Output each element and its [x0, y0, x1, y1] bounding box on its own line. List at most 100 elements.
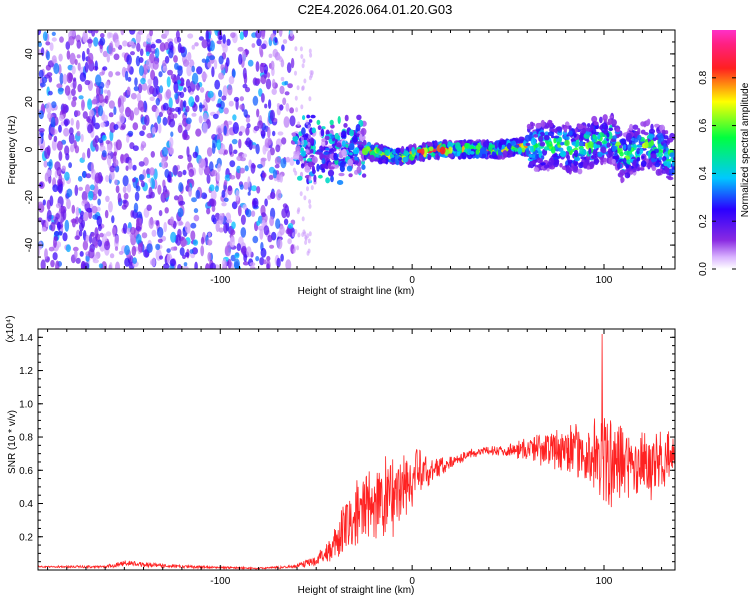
heatmap-cell — [173, 81, 179, 94]
heatmap-cell — [313, 174, 317, 183]
heatmap-cell — [191, 65, 195, 73]
snr-y-tick-label: 0.2 — [19, 532, 33, 543]
heatmap-cell — [180, 99, 184, 112]
heatmap-cell — [142, 124, 147, 131]
heatmap-cell — [129, 110, 135, 121]
heatmap-cell — [661, 129, 666, 134]
heatmap-cell — [652, 137, 657, 142]
heatmap-cell — [136, 42, 141, 53]
heatmap-cell — [411, 146, 416, 155]
heatmap-cell — [141, 140, 145, 146]
heatmap-cell — [208, 55, 216, 61]
heatmap-cell — [209, 184, 215, 192]
heatmap-cell — [482, 141, 490, 148]
heatmap-cell — [227, 84, 233, 96]
heatmap-cell — [86, 38, 93, 44]
heatmap-cell — [212, 217, 217, 225]
heatmap-cell — [269, 147, 275, 156]
heatmap-cell — [292, 167, 296, 173]
heatmap-cell — [268, 99, 272, 109]
heatmap-cell — [355, 124, 361, 132]
snr-x-tick-label: -100 — [210, 576, 230, 587]
heatmap-cell — [269, 109, 275, 122]
heatmap-cell — [601, 140, 608, 145]
heatmap-cell — [266, 263, 270, 269]
heatmap-cell — [94, 30, 99, 34]
heatmap-cell — [567, 159, 573, 164]
heatmap-cell — [255, 30, 262, 39]
heatmap-cell — [168, 97, 173, 109]
heatmap-cell — [274, 37, 278, 43]
heatmap-cell — [132, 164, 137, 171]
heatmap-cell — [578, 140, 585, 147]
heatmap-cell — [211, 66, 215, 78]
spectrogram-y-label: Frequency (Hz) — [7, 116, 18, 185]
heatmap-cell — [53, 237, 57, 248]
heatmap-cell — [538, 135, 544, 143]
heatmap-cell — [65, 244, 71, 253]
heatmap-cell — [669, 152, 675, 158]
heatmap-cell — [557, 144, 562, 148]
heatmap-cell — [292, 135, 299, 142]
heatmap-cell — [125, 70, 129, 81]
heatmap-cell — [402, 156, 409, 163]
heatmap-cell — [267, 234, 273, 243]
heatmap-cell — [196, 66, 203, 75]
heatmap-cell — [279, 174, 284, 183]
colorbar: 0.0 0.2 0.4 0.6 0.8 Normalized spectral ampl… — [698, 30, 750, 276]
heatmap-cell — [619, 145, 623, 149]
heatmap-cell — [232, 122, 239, 134]
heatmap-cell — [280, 59, 285, 68]
heatmap-cell — [115, 139, 122, 151]
heatmap-cell — [231, 221, 236, 230]
heatmap-cell — [94, 172, 101, 184]
heatmap-cell — [114, 179, 118, 186]
heatmap-cell — [88, 190, 94, 201]
heatmap-cell — [195, 189, 201, 199]
heatmap-cell — [82, 199, 88, 204]
heatmap-cell — [168, 41, 174, 51]
heatmap-cell — [109, 122, 116, 133]
heatmap-cell — [209, 262, 216, 269]
heatmap-cell — [182, 59, 190, 67]
heatmap-cell — [672, 166, 675, 170]
heatmap-cell — [222, 85, 228, 98]
heatmap-cell — [300, 163, 305, 169]
heatmap-cell — [292, 248, 296, 254]
heatmap-cell — [119, 112, 125, 124]
heatmap-cell — [280, 158, 287, 169]
heatmap-cell — [447, 153, 454, 158]
snr-ticks: -100 0 100 0.2 0.4 0.6 0.8 1.0 1.2 1.4 — [19, 329, 675, 587]
heatmap-cell — [66, 198, 71, 210]
heatmap-cell — [48, 76, 53, 83]
heatmap-cell — [224, 174, 231, 182]
heatmap-cell — [108, 71, 113, 78]
heatmap-cell — [260, 247, 267, 258]
heatmap-cell — [200, 245, 205, 257]
heatmap-cell — [269, 244, 275, 249]
heatmap-cell — [308, 199, 312, 205]
heatmap-cell — [255, 61, 260, 72]
heatmap-cell — [536, 158, 543, 164]
heatmap-cell — [306, 186, 309, 192]
heatmap-cell — [267, 137, 272, 146]
heatmap-cell — [106, 155, 112, 166]
heatmap-cell — [252, 197, 259, 209]
heatmap-cell — [144, 114, 150, 126]
heatmap-cell — [568, 130, 573, 136]
heatmap-cell — [74, 184, 79, 196]
heatmap-cell — [63, 118, 70, 126]
heatmap-cell — [56, 83, 63, 89]
heatmap-cell — [113, 159, 119, 167]
heatmap-cell — [666, 161, 672, 168]
heatmap-cell — [136, 218, 140, 230]
heatmap-cell — [137, 100, 144, 111]
heatmap-cell — [256, 186, 261, 194]
heatmap-cell — [229, 175, 236, 180]
heatmap-cell — [97, 198, 101, 206]
heatmap-cell — [57, 87, 64, 95]
heatmap-cell — [639, 148, 644, 155]
snr-panel: -100 0 100 0.2 0.4 0.6 0.8 1.0 1.2 1.4 (x10⁴) SNR… — [5, 315, 676, 596]
heatmap-cell — [218, 89, 223, 98]
heatmap-cell — [59, 36, 64, 43]
